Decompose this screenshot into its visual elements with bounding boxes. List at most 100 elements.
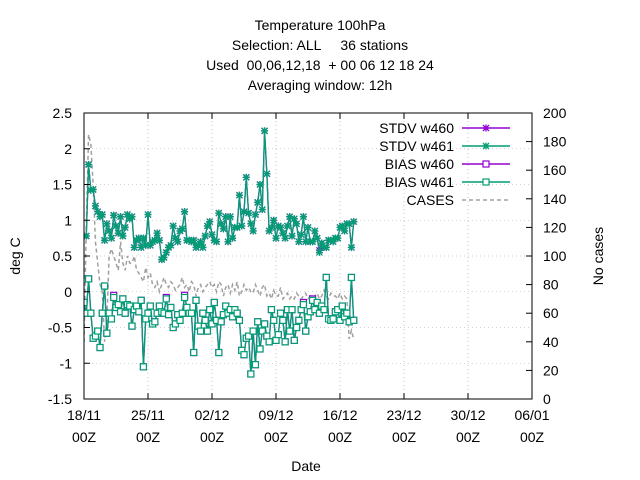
x-tick-label-date: 25/11 bbox=[131, 407, 165, 423]
data-point-stdv-w461 bbox=[130, 243, 138, 251]
data-point-bias-w461 bbox=[199, 309, 207, 317]
axis-ticks: -1.5 -1 -0.5 0 0.5 1 1.5 2 2.5 0 20 40 60 80 100 120 140… bbox=[48, 105, 567, 445]
data-point-stdv-w461 bbox=[213, 238, 221, 246]
data-point-stdv-w461 bbox=[119, 232, 127, 240]
data-point-bias-w461 bbox=[256, 345, 264, 353]
data-point-bias-w461 bbox=[167, 303, 175, 312]
y-tick-label: 2.5 bbox=[53, 105, 73, 121]
y2-tick-label: 40 bbox=[543, 334, 559, 350]
data-point-bias-w461 bbox=[292, 323, 301, 332]
data-point-bias-w461 bbox=[274, 331, 282, 339]
data-point-bias-w461 bbox=[290, 336, 298, 344]
data-point-bias-w461 bbox=[329, 315, 337, 323]
data-point-stdv-w461 bbox=[242, 173, 250, 181]
legend-marker-bias-w461 bbox=[482, 178, 490, 186]
y-tick-label: -0.5 bbox=[48, 320, 72, 336]
data-point-stdv-w461 bbox=[219, 225, 227, 233]
data-point-bias-w461 bbox=[142, 315, 150, 323]
legend-label-stdv-w461: STDV w461 bbox=[379, 138, 454, 154]
data-point-stdv-w461 bbox=[295, 238, 303, 246]
data-point-stdv-w461 bbox=[105, 227, 113, 235]
data-point-bias-w461 bbox=[203, 327, 212, 335]
legend: STDV w460 STDV w461 BIAS w460 BIAS w461 CASE… bbox=[379, 120, 510, 208]
data-point-bias-w461 bbox=[196, 327, 205, 335]
data-point-stdv-w461 bbox=[103, 220, 111, 228]
data-point-stdv-w461 bbox=[203, 222, 211, 230]
data-point-stdv-w461 bbox=[201, 232, 209, 240]
data-point-stdv-w461 bbox=[334, 234, 342, 242]
data-point-bias-w461 bbox=[343, 309, 351, 317]
data-point-bias-w461 bbox=[103, 329, 111, 337]
data-point-stdv-w461 bbox=[224, 238, 232, 246]
data-point-bias-w461 bbox=[249, 327, 257, 335]
data-point-bias-w461 bbox=[87, 309, 95, 317]
y-tick-label: 2 bbox=[64, 141, 72, 157]
legend-marker-stdv-w460 bbox=[482, 124, 490, 132]
data-point-bias-w461 bbox=[254, 318, 262, 326]
data-point-bias-w461 bbox=[183, 303, 191, 312]
data-point-stdv-w461 bbox=[347, 243, 355, 251]
data-point-stdv-w461 bbox=[110, 211, 118, 219]
data-point-bias-w461 bbox=[347, 273, 356, 282]
data-point-bias-w461 bbox=[164, 311, 173, 319]
data-point-stdv-w461 bbox=[169, 222, 177, 230]
chart-title-line-1: Temperature 100hPa bbox=[254, 17, 386, 33]
data-point-stdv-w461 bbox=[254, 198, 262, 206]
data-point-stdv-w461 bbox=[249, 227, 257, 235]
data-point-stdv-w461 bbox=[293, 220, 301, 228]
data-point-bias-w461 bbox=[178, 309, 186, 317]
y-tick-label: -1.5 bbox=[48, 391, 72, 407]
y2-tick-label: 100 bbox=[543, 248, 567, 264]
x-tick-label-hour: 00Z bbox=[456, 429, 481, 445]
data-point-bias-w461 bbox=[320, 306, 328, 314]
x-tick-label-hour: 00Z bbox=[136, 429, 161, 445]
data-point-stdv-w461 bbox=[226, 213, 234, 221]
x-tick-label-date: 06/01 bbox=[514, 407, 549, 423]
x-tick-label-hour: 00Z bbox=[200, 429, 225, 445]
x-tick-label-date: 16/12 bbox=[322, 407, 357, 423]
data-point-bias-w461 bbox=[110, 293, 118, 302]
x-tick-label-date: 30/12 bbox=[450, 407, 485, 423]
data-point-stdv-w461 bbox=[153, 229, 161, 237]
data-point-stdv-w461 bbox=[304, 223, 312, 231]
data-point-bias-w461 bbox=[146, 302, 154, 310]
data-point-stdv-w461 bbox=[112, 222, 120, 230]
data-point-bias-w461 bbox=[215, 348, 223, 357]
data-point-stdv-w461 bbox=[107, 234, 115, 242]
data-point-bias-w461 bbox=[279, 316, 287, 324]
data-point-bias-w461 bbox=[260, 320, 269, 328]
data-point-stdv-w461 bbox=[85, 160, 93, 168]
data-point-bias-w461 bbox=[98, 309, 106, 317]
data-point-bias-w461 bbox=[187, 309, 196, 317]
y2-tick-label: 80 bbox=[543, 277, 559, 293]
y2-tick-label: 60 bbox=[543, 305, 559, 321]
y-tick-label: 1 bbox=[64, 212, 72, 228]
data-point-bias-w461 bbox=[288, 306, 296, 314]
data-point-stdv-w461 bbox=[208, 231, 216, 239]
legend-label-bias-w460: BIAS w460 bbox=[385, 156, 454, 172]
data-point-bias-w461 bbox=[84, 298, 88, 307]
data-point-bias-w461 bbox=[107, 315, 116, 323]
legend-label-cases: CASES bbox=[407, 192, 454, 208]
data-point-bias-w461 bbox=[265, 338, 273, 346]
data-point-stdv-w461 bbox=[309, 238, 317, 246]
chart-title-line-3: Used 00,06,12,18 + 00 06 12 18 24 bbox=[206, 57, 434, 73]
legend-label-bias-w461: BIAS w461 bbox=[385, 174, 454, 190]
y-tick-label: -1 bbox=[60, 355, 73, 371]
data-point-stdv-w461 bbox=[350, 218, 358, 226]
x-tick-label-hour: 00Z bbox=[72, 429, 97, 445]
data-point-bias-w461 bbox=[251, 361, 260, 369]
data-point-stdv-w461 bbox=[144, 211, 152, 219]
data-point-bias-w461 bbox=[180, 293, 189, 302]
data-point-bias-w461 bbox=[105, 309, 113, 317]
data-point-bias-w461 bbox=[233, 309, 241, 317]
data-point-bias-w461 bbox=[162, 295, 170, 303]
data-point-stdv-w461 bbox=[341, 227, 349, 235]
series-layer bbox=[84, 127, 358, 378]
data-point-stdv-w461 bbox=[206, 218, 214, 226]
data-point-stdv-w461 bbox=[91, 202, 99, 210]
data-point-stdv-w461 bbox=[299, 213, 307, 221]
data-point-bias-w461 bbox=[322, 273, 330, 282]
y-tick-label: 0 bbox=[64, 284, 72, 300]
